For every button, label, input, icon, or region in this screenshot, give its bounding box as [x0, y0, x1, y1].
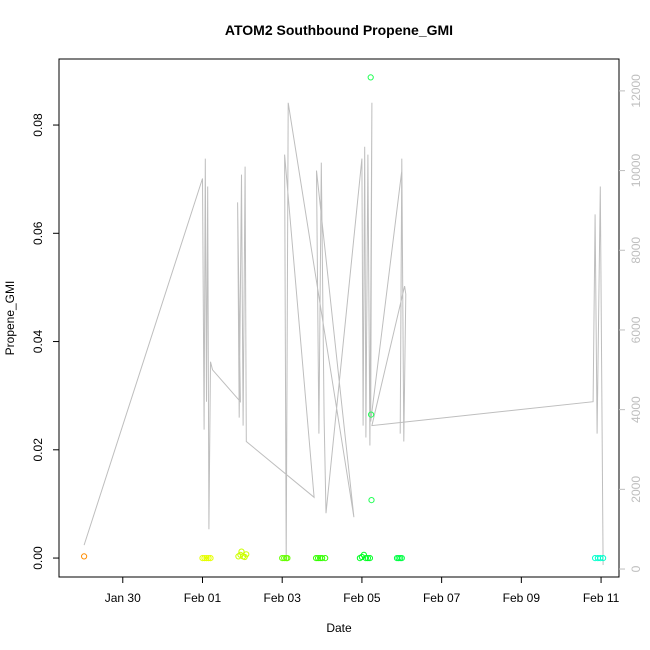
data-point: [315, 555, 322, 562]
data-point: [319, 555, 326, 562]
data-point: [366, 555, 373, 562]
y-tick-label: 0.06: [31, 221, 45, 245]
data-point: [360, 551, 367, 558]
data-point: [81, 553, 88, 560]
data-point: [398, 555, 405, 562]
y-axis-label: Propene_GMI: [3, 281, 17, 356]
data-point: [368, 497, 375, 504]
y2-tick-label: 12000: [629, 74, 643, 108]
x-tick-label: Feb 11: [583, 591, 620, 605]
data-point: [199, 555, 206, 562]
plot-layer: [81, 74, 607, 566]
data-point: [364, 555, 371, 562]
x-tick-label: Feb 01: [184, 591, 222, 605]
data-point: [243, 551, 250, 558]
data-point: [597, 555, 604, 562]
y2-tick-label: 0: [629, 565, 643, 572]
x-tick-label: Feb 07: [423, 591, 461, 605]
x-axis: Jan 30 Feb 01 Feb 03 Feb 05 Feb 07 Feb 09 Feb …: [105, 576, 620, 605]
data-point: [368, 411, 375, 418]
y2-tick-label: 8000: [629, 237, 643, 264]
y-tick-label: 0.04: [31, 330, 45, 354]
y2-tick-label: 2000: [629, 476, 643, 503]
y-tick-label: 0.00: [31, 546, 45, 570]
y2-tick-label: 4000: [629, 396, 643, 423]
data-point: [367, 74, 374, 81]
y2-tick-label: 10000: [629, 154, 643, 188]
x-axis-label: Date: [326, 621, 352, 635]
x-tick-label: Feb 03: [264, 591, 302, 605]
data-point: [362, 555, 369, 562]
data-point: [600, 555, 607, 562]
plot-frame: [58, 58, 620, 578]
y-axis: 0.00 0.02 0.04 0.06 0.08: [31, 113, 59, 570]
data-point: [205, 555, 212, 562]
x-tick-label: Jan 30: [105, 591, 141, 605]
data-point: [281, 555, 288, 562]
data-point: [207, 555, 214, 562]
data-point: [203, 555, 210, 562]
y2-axis: 0 2000 4000 6000 8000 10000 12000: [619, 74, 643, 572]
data-point: [284, 555, 291, 562]
chart-title: ATOM2 Southbound Propene_GMI: [225, 22, 453, 38]
y-tick-label: 0.08: [31, 113, 45, 137]
data-point: [313, 555, 320, 562]
x-tick-label: Feb 09: [503, 591, 541, 605]
altitude-line: [83, 102, 604, 566]
data-point: [201, 555, 208, 562]
y2-tick-label: 6000: [629, 316, 643, 343]
data-point: [322, 555, 329, 562]
y-tick-label: 0.02: [31, 438, 45, 462]
x-tick-label: Feb 05: [343, 591, 381, 605]
